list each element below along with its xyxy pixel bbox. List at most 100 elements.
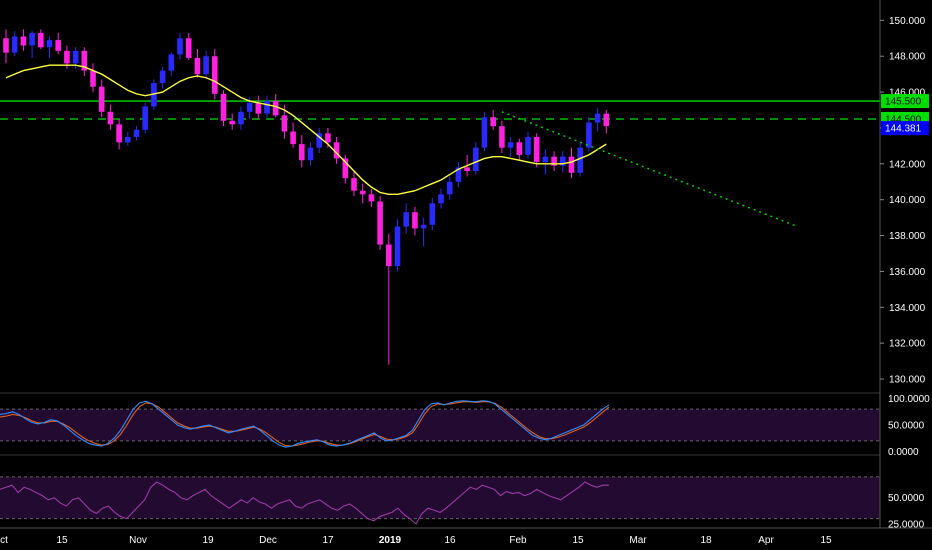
candle-body bbox=[316, 133, 322, 148]
candle-body bbox=[403, 212, 409, 227]
candlesticks bbox=[3, 29, 610, 365]
time-tick-label: Apr bbox=[758, 535, 774, 546]
candle-body bbox=[525, 136, 531, 155]
candle-body bbox=[220, 93, 227, 121]
candle-body bbox=[533, 136, 540, 163]
candle-body bbox=[394, 226, 401, 267]
candle-body bbox=[142, 106, 148, 130]
time-tick-label: Nov bbox=[129, 535, 147, 546]
moving-average bbox=[5, 64, 607, 196]
time-tick-label: 15 bbox=[572, 535, 584, 546]
oscillator-1-pane[interactable] bbox=[0, 400, 880, 448]
candle-body bbox=[29, 32, 35, 46]
candle-body bbox=[351, 178, 357, 191]
price-level-tag-label: 145.500 bbox=[885, 97, 922, 108]
time-tick-label: 16 bbox=[444, 535, 456, 546]
candle-body bbox=[264, 101, 270, 114]
last-price-tag-label: 144.381 bbox=[885, 124, 922, 135]
time-axis[interactable]: ct 15 Nov 19 Dec 17 2019 16 Feb 15 Mar 18 Apr 15 bbox=[0, 535, 832, 546]
price-tick-label: 150.000 bbox=[889, 16, 926, 27]
candle-body bbox=[238, 111, 244, 125]
oscillator-1-axis: 100.0000 50.0000 0.0000 bbox=[888, 394, 930, 458]
time-tick-label: 17 bbox=[322, 535, 334, 546]
candle-body bbox=[560, 156, 566, 166]
candle-body bbox=[125, 136, 131, 143]
last-price-tag bbox=[881, 121, 929, 136]
oscillator-2-pane[interactable] bbox=[0, 476, 880, 525]
candle-body bbox=[429, 203, 436, 225]
oscillator-1-main-line bbox=[0, 400, 610, 448]
candle-body bbox=[586, 122, 592, 148]
candle-body bbox=[568, 156, 575, 173]
candle-body bbox=[212, 56, 218, 94]
candle-body bbox=[542, 156, 549, 163]
price-tick-label: 130.000 bbox=[889, 375, 926, 386]
candle-body bbox=[11, 36, 18, 53]
candle-body bbox=[64, 50, 70, 64]
candle-body bbox=[290, 131, 296, 145]
candle-body bbox=[133, 129, 140, 137]
oscillator-1-tick-label: 100.0000 bbox=[888, 394, 930, 405]
candle-body bbox=[420, 224, 427, 229]
candle-body bbox=[246, 102, 253, 112]
oscillator-2-tick-label: 25.0000 bbox=[888, 519, 925, 530]
time-tick-label: Dec bbox=[259, 535, 277, 546]
candle-body bbox=[98, 86, 105, 112]
candle-body bbox=[368, 194, 375, 202]
time-tick-label: ct bbox=[0, 535, 8, 546]
oscillator-2-line bbox=[0, 481, 609, 525]
candle-body bbox=[377, 201, 383, 245]
candle-body bbox=[151, 83, 157, 107]
trendline-dotted[interactable] bbox=[501, 111, 798, 228]
candle-body bbox=[603, 113, 610, 127]
time-tick-label: Feb bbox=[509, 535, 527, 546]
candle-body bbox=[507, 142, 514, 148]
oscillator-1-band bbox=[0, 409, 880, 441]
candle-body bbox=[159, 70, 166, 84]
candle-body bbox=[577, 147, 583, 173]
candle-body bbox=[272, 101, 279, 116]
price-pane[interactable] bbox=[0, 29, 880, 365]
candle-body bbox=[116, 124, 122, 143]
time-tick-label: 15 bbox=[820, 535, 832, 546]
candle-body bbox=[446, 181, 453, 195]
candle-body bbox=[490, 117, 496, 127]
candle-body bbox=[203, 56, 209, 75]
price-tick-label: 142.000 bbox=[889, 159, 926, 170]
time-tick-label: 2019 bbox=[379, 535, 402, 546]
oscillator-1-tick-label: 0.0000 bbox=[888, 447, 919, 458]
candle-body bbox=[333, 142, 340, 159]
price-tick-label: 146.000 bbox=[889, 88, 926, 99]
oscillator-2-tick-label: 50.0000 bbox=[888, 493, 925, 504]
candle-body bbox=[194, 58, 201, 75]
candle-body bbox=[72, 50, 79, 64]
oscillator-2-axis: 50.0000 25.0000 bbox=[888, 493, 925, 530]
candle-body bbox=[185, 38, 192, 59]
candle-body bbox=[481, 117, 488, 148]
candle-body bbox=[412, 212, 418, 229]
candle-body bbox=[38, 32, 44, 48]
candle-body bbox=[359, 190, 366, 195]
candle-body bbox=[177, 38, 183, 55]
price-level-tag-label: 144.500 bbox=[885, 114, 922, 125]
candle-body bbox=[107, 111, 114, 125]
candle-body bbox=[307, 147, 314, 161]
candle-body bbox=[473, 147, 479, 171]
oscillator-2-band bbox=[0, 476, 880, 519]
candle-body bbox=[55, 40, 61, 51]
time-tick-label: 19 bbox=[202, 535, 214, 546]
candle-body bbox=[464, 167, 470, 171]
candle-body bbox=[90, 70, 96, 87]
candle-body bbox=[386, 244, 392, 267]
candle-body bbox=[46, 40, 53, 48]
candle-body bbox=[342, 158, 349, 179]
time-tick-label: Mar bbox=[629, 535, 647, 546]
candle-body bbox=[168, 54, 175, 71]
time-tick-label: 18 bbox=[700, 535, 712, 546]
price-tick-label: 134.000 bbox=[889, 303, 926, 314]
price-tick-label: 136.000 bbox=[889, 267, 926, 278]
candle-body bbox=[516, 142, 523, 155]
